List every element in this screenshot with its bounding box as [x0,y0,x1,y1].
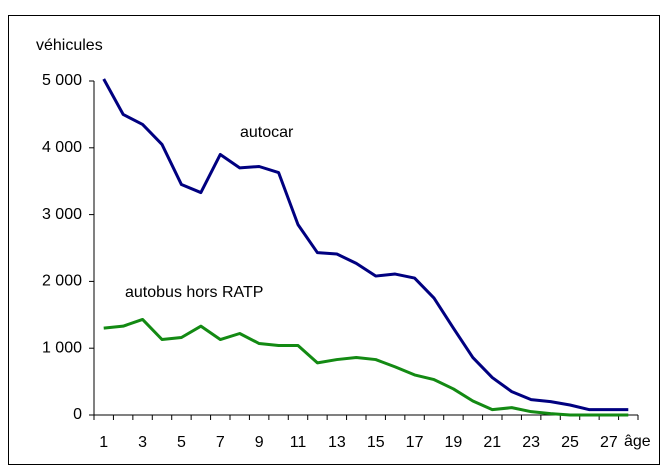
series-label: autocar [240,124,294,141]
x-tick-label: 3 [138,434,147,451]
x-tick-label: 11 [290,434,307,451]
series-line [102,78,629,412]
y-tick-label: 4 000 [42,139,82,156]
x-tick-label: 13 [328,434,346,451]
series-line [103,317,629,417]
x-tick-label: 25 [561,434,579,451]
y-tick-label: 0 [73,406,82,423]
x-tick-label: 15 [367,434,385,451]
y-tick-label: 3 000 [42,206,82,223]
x-tick-label: 23 [522,434,540,451]
x-tick-label: 19 [445,434,463,451]
x-tick-label: 7 [216,434,225,451]
series-label: autobus hors RATP [125,284,263,301]
x-tick-label: 27 [600,434,618,451]
y-tick-label: 2 000 [42,273,82,290]
x-tick-label: 5 [177,434,186,451]
x-tick-label: 21 [483,434,501,451]
x-tick-label: 17 [406,434,424,451]
y-tick-label: 5 000 [42,72,82,89]
y-tick-label: 1 000 [42,339,82,356]
chart-frame [8,15,660,465]
x-axis-label: âge [624,433,651,450]
x-tick-label: 9 [255,434,264,451]
x-tick-label: 1 [99,434,108,451]
y-axis-label: véhicules [36,37,103,54]
